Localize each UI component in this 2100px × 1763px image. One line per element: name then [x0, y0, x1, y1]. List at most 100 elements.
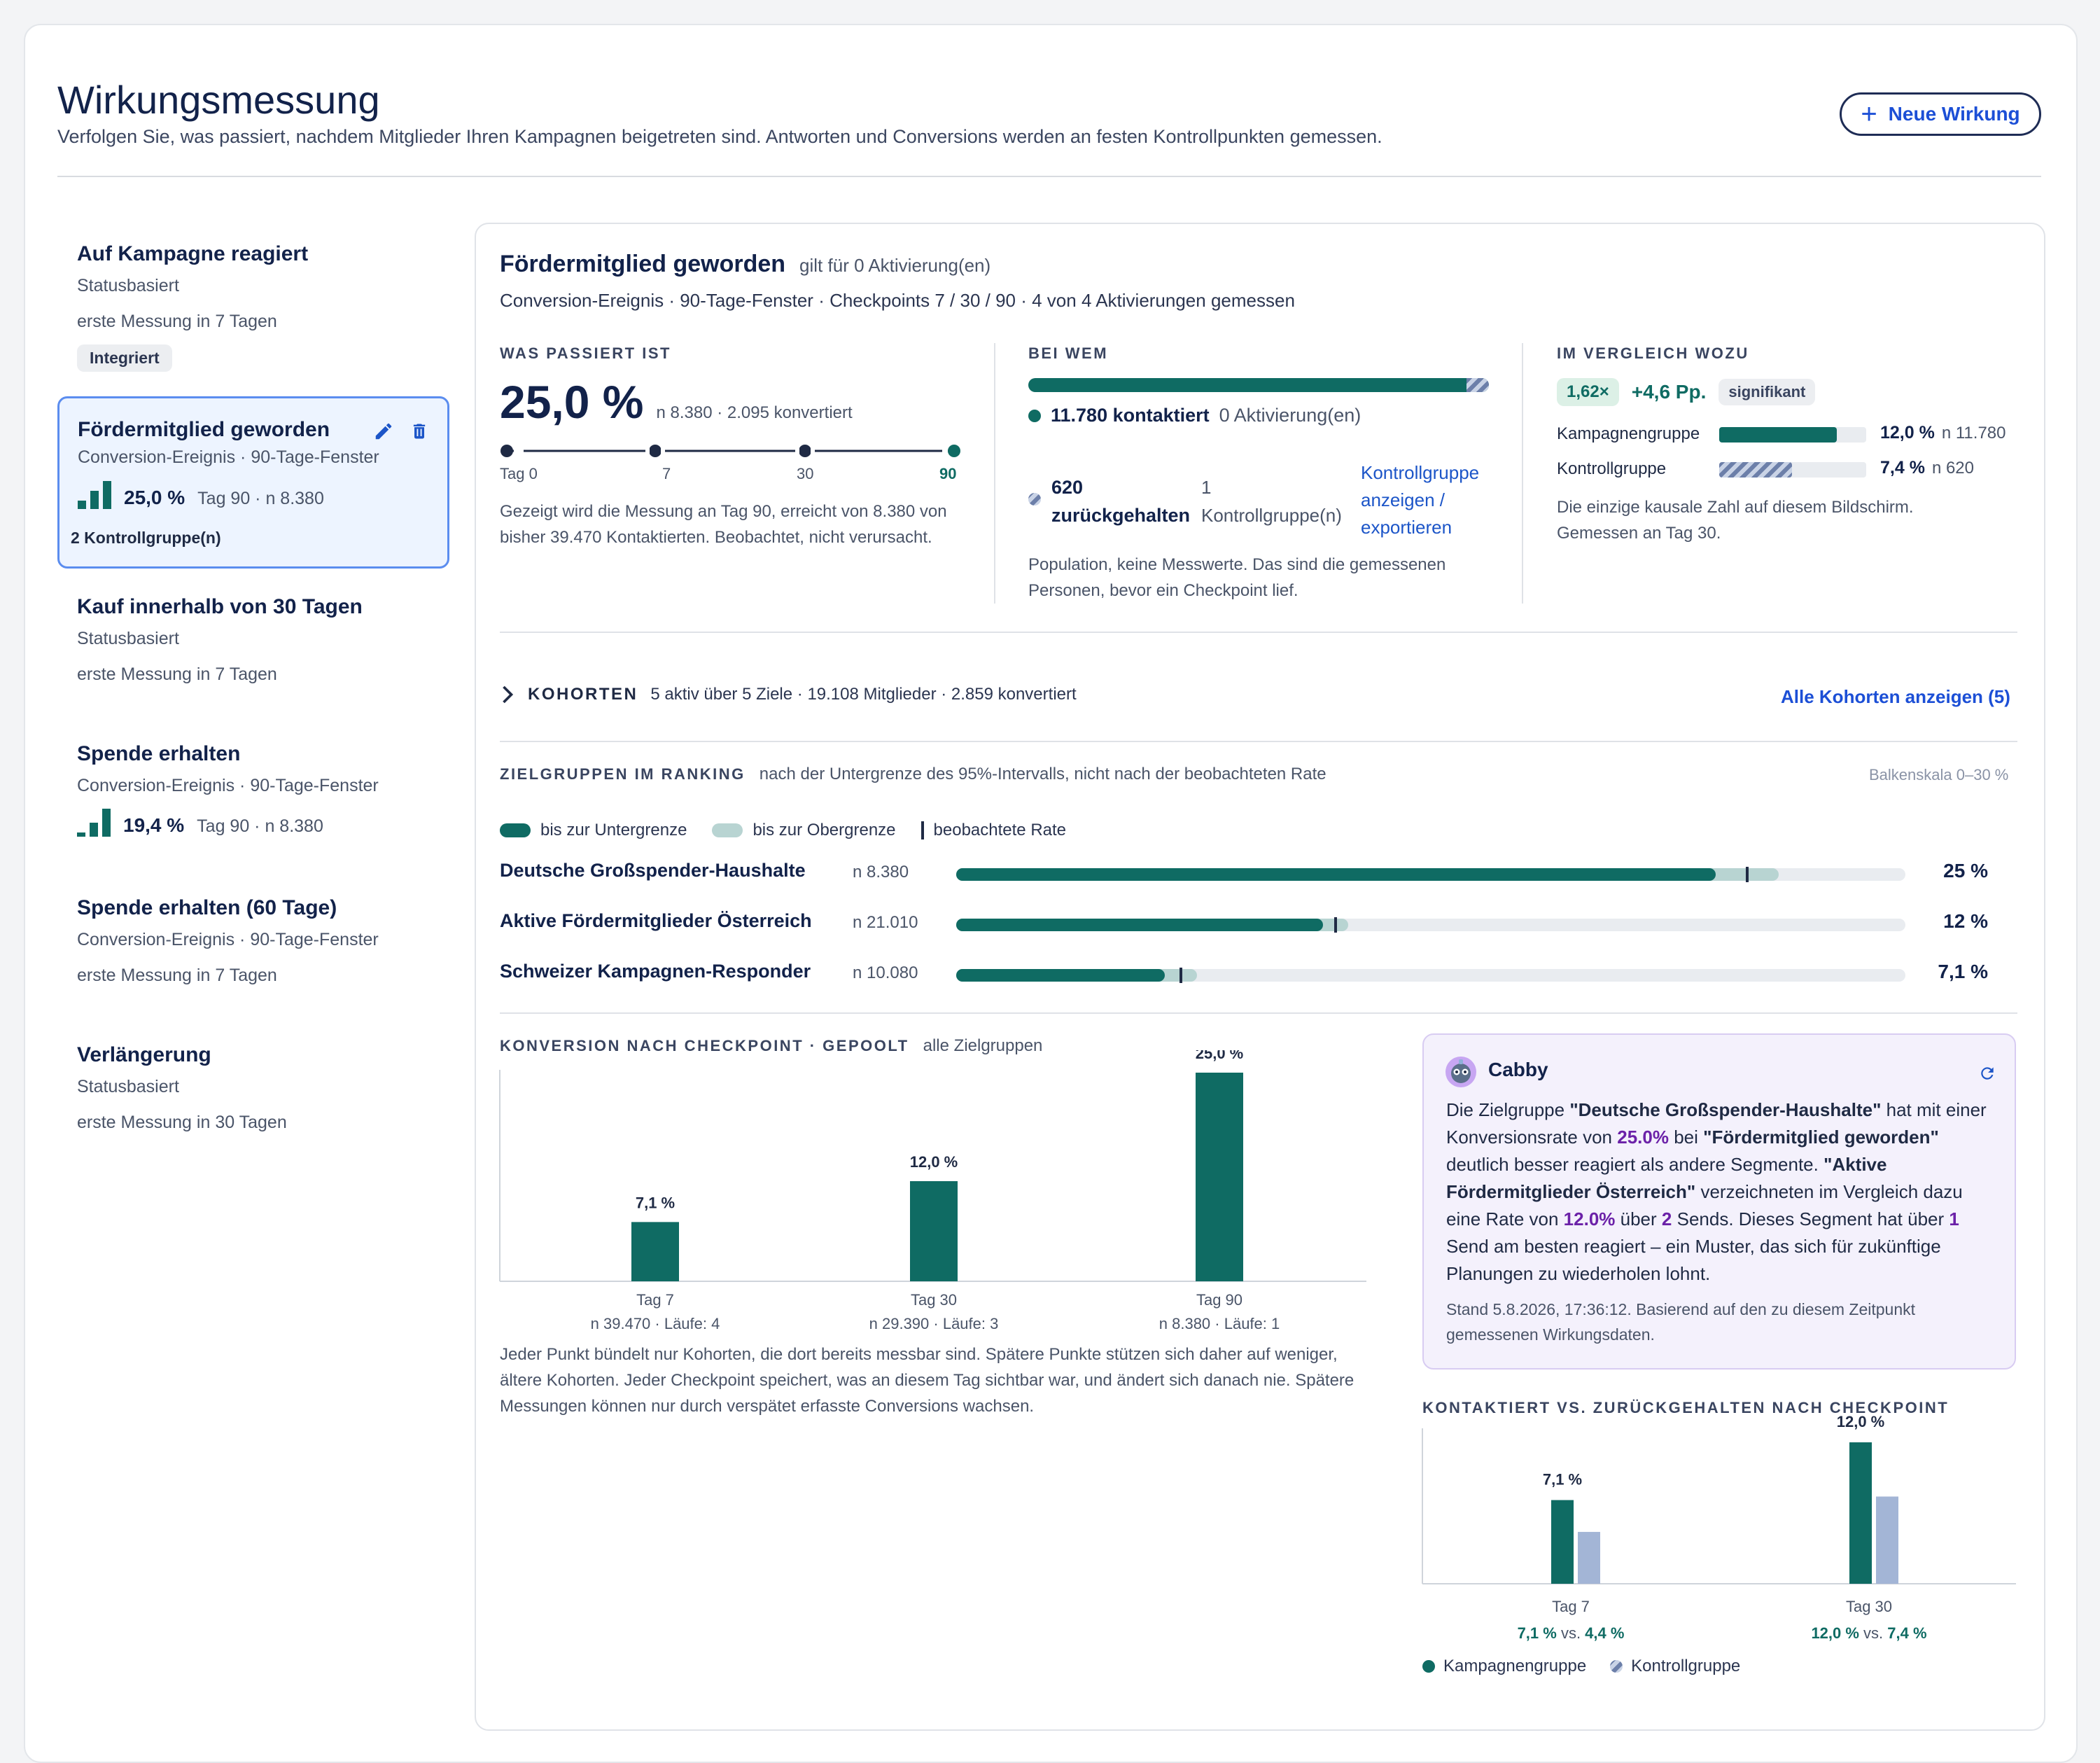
- contact-chart-label: KONTAKTIERT VS. ZURÜCKGEHALTEN NACH CHEC…: [1422, 1399, 1949, 1416]
- section-divider: [500, 741, 2017, 742]
- ranking-lower-bar: [956, 969, 1166, 982]
- sidebar-item-meta: Statusbasiert: [77, 629, 179, 648]
- compare-row-value-1: 7,4 %: [1880, 458, 1925, 478]
- ranking-observed-tick: [1746, 867, 1749, 882]
- trash-icon[interactable]: [410, 421, 429, 442]
- plus-icon: +: [1861, 99, 1877, 130]
- x-tick-sublabel: n 39.470 · Läufe: 4: [591, 1315, 720, 1332]
- compare-fill-kampagnengruppe: [1719, 427, 1837, 443]
- ranking-observed-tick: [1179, 968, 1182, 983]
- sidebar-item-rate: 25,0 %: [124, 487, 186, 508]
- legend-control-dot: [1610, 1660, 1623, 1673]
- lift-badge: 1,62×: [1557, 378, 1619, 406]
- compare-row-n-1: n 620: [1931, 459, 1974, 478]
- header-divider: [57, 176, 2041, 177]
- sidebar-item-title: Kauf innerhalb von 30 Tagen: [77, 595, 363, 618]
- compare-row-value-0: 12,0 %: [1880, 423, 1935, 443]
- compare-row-n-0: n 11.780: [1941, 424, 2006, 443]
- significance-badge: signifikant: [1718, 379, 1816, 405]
- sidebar-item-meta2: erste Messung in 7 Tagen: [77, 966, 277, 985]
- sidebar-item-meta2: erste Messung in 7 Tagen: [77, 312, 277, 331]
- contact-chart: 7,1 % Tag 7 7,1 % vs. 4,4 % 12,0 % Tag 30 12,…: [1422, 1414, 2016, 1642]
- pooled-note: alle Zielgruppen: [923, 1036, 1043, 1055]
- compare-label: IM VERGLEICH WOZU: [1557, 344, 1749, 362]
- sidebar-item-spende-60[interactable]: Spende erhalten (60 Tage) Conversion-Ere…: [57, 896, 449, 986]
- ranking-row-n: n 21.010: [853, 913, 918, 932]
- legend-observed-swatch: [920, 821, 924, 839]
- cabby-avatar-icon: [1446, 1057, 1476, 1087]
- sidebar-item-title: Verlängerung: [77, 1043, 211, 1066]
- bar-tag-90: [1196, 1073, 1243, 1281]
- bar-value-label: 7,1 %: [1543, 1470, 1582, 1488]
- cohorts-toggle[interactable]: KOHORTEN 5 aktiv über 5 Ziele · 19.108 M…: [500, 685, 1077, 704]
- edit-icon[interactable]: [373, 421, 394, 442]
- legend-control-label: Kontrollgruppe: [1631, 1657, 1741, 1675]
- legend-upper-label: bis zur Obergrenze: [752, 821, 896, 839]
- detail-title: Fördermitglied geworden: [500, 251, 786, 277]
- cabby-name: Cabby: [1488, 1059, 1548, 1080]
- page-title: Wirkungsmessung: [57, 78, 380, 122]
- bar-value-label: 12,0 %: [910, 1153, 958, 1171]
- legend-upper-swatch: [712, 823, 743, 837]
- ranking-row-value: 25 %: [1943, 860, 1988, 882]
- x-tick-sublabel: n 8.380 · Läufe: 1: [1159, 1315, 1280, 1332]
- x-tick-sublabel: n 29.390 · Läufe: 3: [869, 1315, 999, 1332]
- ranking-row-value: 7,1 %: [1938, 961, 1988, 982]
- sidebar-item-meta: Statusbasiert: [77, 276, 179, 295]
- comparison-label: 12,0 % vs. 7,4 %: [1811, 1624, 1926, 1642]
- sidebar-item-title: Auf Kampagne reagiert: [77, 242, 309, 265]
- x-tick-label: Tag 7: [636, 1291, 674, 1309]
- what-label: WAS PASSIERT IST: [500, 344, 671, 362]
- what-rate: 25,0 %: [500, 376, 644, 428]
- ranking-row-name: Aktive Fördermitglieder Österreich: [500, 910, 812, 931]
- bar-value-label: 12,0 %: [1837, 1414, 1885, 1430]
- bar-tag-30: [910, 1180, 958, 1281]
- section-divider: [500, 1012, 2017, 1014]
- cohorts-label: KOHORTEN: [528, 685, 638, 704]
- sidebar-item-meta: Statusbasiert: [77, 1077, 179, 1096]
- bars-icon: [78, 481, 111, 509]
- all-cohorts-link[interactable]: Alle Kohorten anzeigen (5): [1781, 686, 2010, 707]
- page-subtitle: Verfolgen Sie, was passiert, nachdem Mit…: [57, 126, 1382, 147]
- who-bar: [1028, 378, 1489, 392]
- compare-row-name-1: Kontrollgruppe: [1557, 459, 1667, 478]
- cabby-timestamp: Stand 5.8.2026, 17:36:12. Basierend auf …: [1446, 1300, 1916, 1344]
- timeline-step-30: 30: [797, 465, 814, 482]
- cabby-text: Die Zielgruppe "Deutsche Großspender-Hau…: [1446, 1099, 1987, 1284]
- sidebar-item-foerdermitglied-geworden[interactable]: Fördermitglied geworden Conversion-Ereig…: [57, 396, 449, 569]
- ranking-lower-bar: [956, 919, 1324, 931]
- control-group-export-link[interactable]: Kontrollgruppe anzeigen / exportieren: [1361, 462, 1480, 538]
- sidebar-item-auf-kampagne-reagiert[interactable]: Auf Kampagne reagiert Statusbasiert erst…: [57, 242, 449, 372]
- new-impact-button[interactable]: + Neue Wirkung: [1840, 92, 2041, 136]
- held-count: 620: [1051, 477, 1084, 498]
- control-group-badge: 2 Kontrollgruppe(n): [71, 529, 221, 547]
- compare-fill-kontrollgruppe: [1719, 462, 1792, 478]
- what-rate-meta: n 8.380 · 2.095 konvertiert: [656, 403, 853, 422]
- x-tick-label: Tag 30: [911, 1291, 957, 1309]
- who-label: BEI WEM: [1028, 344, 1109, 362]
- pooled-chart: 7,1 % Tag 7 n 39.470 · Läufe: 4 12,0 % Tag 3…: [499, 1050, 1366, 1332]
- legend-lower-label: bis zur Untergrenze: [540, 821, 687, 839]
- ranking-note: nach der Untergrenze des 95%-Intervalls,…: [759, 765, 1326, 783]
- refresh-icon[interactable]: [1978, 1064, 1996, 1082]
- section-divider: [500, 632, 2017, 633]
- sidebar-item-kauf[interactable]: Kauf innerhalb von 30 Tagen Statusbasier…: [57, 595, 449, 685]
- new-impact-label: Neue Wirkung: [1888, 103, 2020, 125]
- sidebar-item-verlaengerung[interactable]: Verlängerung Statusbasiert erste Messung…: [57, 1043, 449, 1133]
- ranking-row-name: Schweizer Kampagnen-Responder: [500, 961, 811, 982]
- sidebar-item-meta: Conversion-Ereignis · 90-Tage-Fenster: [78, 447, 379, 467]
- ranking-row-value: 12 %: [1943, 910, 1988, 932]
- bar-value-label: 7,1 %: [636, 1194, 675, 1211]
- compare-track-1: [1719, 462, 1866, 478]
- bar-kontrollgruppe: [1876, 1496, 1898, 1584]
- sidebar-item-meta2: erste Messung in 7 Tagen: [77, 664, 277, 684]
- contacted-count: 11.780 kontaktiert: [1051, 405, 1210, 426]
- comparison-label: 7,1 % vs. 4,4 %: [1518, 1624, 1625, 1642]
- status-badge: Integriert: [77, 344, 172, 372]
- sidebar-item-rate-meta: Tag 90 · n 8.380: [197, 816, 323, 836]
- legend-campaign-label: Kampagnengruppe: [1443, 1657, 1587, 1675]
- chevron-right-icon: [503, 685, 514, 704]
- sidebar-item-spende[interactable]: Spende erhalten Conversion-Ereignis · 90…: [57, 742, 449, 837]
- sidebar-item-rate-meta: Tag 90 · n 8.380: [197, 489, 324, 508]
- legend-campaign-dot: [1422, 1660, 1435, 1673]
